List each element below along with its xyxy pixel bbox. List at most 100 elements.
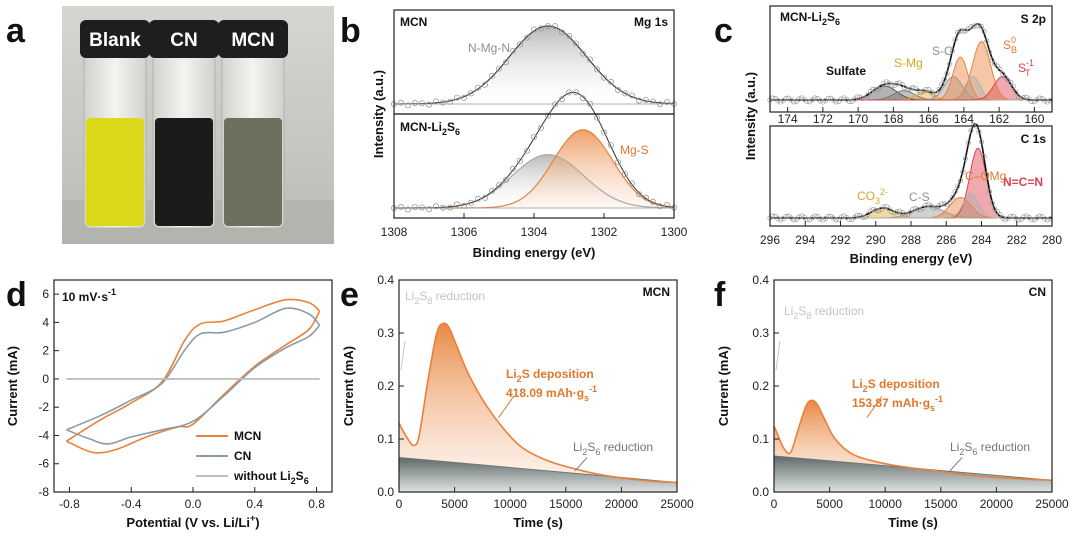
data-point	[453, 94, 460, 101]
data-point	[997, 66, 1003, 72]
peak-label-sulfate: Sulfate	[826, 64, 866, 78]
data-point	[984, 38, 990, 44]
data-point	[934, 91, 940, 97]
panel-c-bottom-element: C 1s	[1021, 132, 1047, 146]
arrow-s8	[400, 340, 406, 371]
data-point	[881, 80, 887, 86]
data-point	[1010, 83, 1016, 89]
x-tick-label: 290	[866, 233, 886, 247]
data-point	[1008, 213, 1014, 220]
data-point	[552, 23, 559, 30]
data-point	[559, 96, 566, 103]
data-point	[481, 81, 488, 88]
data-point	[912, 205, 918, 212]
y-tick-label: 0.1	[752, 432, 769, 446]
data-point	[891, 210, 897, 216]
data-point	[1018, 95, 1024, 102]
data-point	[524, 147, 531, 154]
x-tick-label: 15000	[549, 497, 583, 511]
data-point	[960, 28, 966, 35]
panel-d-frame	[53, 279, 333, 493]
data-point	[973, 23, 979, 29]
peak-label-s-b0: S0 B	[1003, 35, 1017, 55]
data-point	[838, 214, 844, 220]
data-point	[936, 86, 942, 92]
panel-e-deposition-label: Li2S deposition	[506, 367, 594, 384]
panel-c-peak-fills	[770, 41, 1052, 218]
data-point	[978, 139, 985, 145]
data-point	[947, 200, 953, 206]
data-point	[965, 140, 971, 146]
peak-label-mg-s: Mg-S	[620, 143, 649, 157]
data-point	[1015, 94, 1022, 100]
panel-e-s6-label: Li2S6 reduction	[573, 440, 653, 457]
x-tick-label: 166	[919, 112, 939, 126]
data-point	[788, 97, 794, 103]
peak-area	[770, 76, 1052, 100]
data-point	[889, 209, 895, 215]
panel-c-top-frame	[769, 5, 1053, 113]
vial-cap	[149, 20, 219, 58]
panel-f-sample: CN	[1029, 285, 1046, 299]
data-point	[566, 89, 573, 96]
data-point	[425, 101, 432, 108]
data-point	[944, 70, 950, 76]
y-tick-label: 0.4	[752, 273, 769, 287]
panel-f-deposition-label: Li2S deposition	[852, 377, 940, 394]
x-tick-label: 1306	[451, 225, 478, 239]
data-point	[425, 206, 432, 213]
data-point	[939, 81, 945, 87]
data-point	[931, 205, 937, 211]
data-point	[907, 209, 913, 215]
data-point	[439, 204, 446, 211]
data-point	[778, 217, 784, 223]
data-point	[783, 213, 789, 220]
data-point	[397, 99, 404, 106]
data-point	[1021, 214, 1027, 220]
data-point	[1034, 215, 1040, 221]
data-point	[944, 201, 950, 208]
data-point	[580, 95, 587, 102]
data-point	[896, 208, 903, 214]
data-point	[418, 100, 425, 107]
x-tick-label: -0.8	[59, 497, 80, 511]
vial-label-mcn: MCN	[231, 30, 274, 51]
data-point	[820, 217, 826, 223]
data-point	[997, 212, 1003, 218]
panel-f-ticks: 0 5000 10000 15000 20000 25000 0.0 0.1 0.2 0.3 0.4	[752, 273, 1069, 511]
vial-liquid-blank	[86, 118, 144, 226]
data-point	[910, 206, 916, 212]
panel-c-y-label: Intensity (a.u.)	[743, 72, 758, 160]
data-point	[664, 99, 671, 106]
data-point	[481, 194, 488, 201]
data-point	[968, 128, 974, 134]
peak-label-n-mg-n: N-Mg-N	[468, 41, 510, 55]
data-point	[989, 200, 995, 206]
data-point	[502, 176, 509, 183]
data-point	[825, 95, 831, 101]
panel-d-y-label: Current (mA)	[5, 346, 20, 426]
data-point	[952, 189, 958, 195]
data-point	[778, 99, 784, 105]
data-point	[881, 204, 887, 210]
data-point	[622, 171, 629, 178]
data-point	[833, 217, 839, 223]
peak-label-c-s: C-S	[909, 190, 930, 204]
data-point	[862, 95, 868, 101]
x-tick-label: 288	[901, 233, 921, 247]
data-point	[859, 214, 866, 220]
data-point	[902, 85, 908, 91]
data-point	[971, 122, 977, 128]
data-point	[971, 23, 977, 29]
x-tick-label: 294	[795, 233, 815, 247]
x-tick-label: 1300	[661, 225, 688, 239]
x-tick-label: 0	[771, 497, 778, 511]
data-point	[432, 203, 439, 210]
data-point	[862, 214, 868, 220]
cv-mcn-anodic	[65, 298, 321, 442]
data-point	[891, 82, 897, 88]
data-point	[899, 82, 905, 88]
data-point	[859, 95, 866, 102]
data-point	[488, 72, 495, 79]
